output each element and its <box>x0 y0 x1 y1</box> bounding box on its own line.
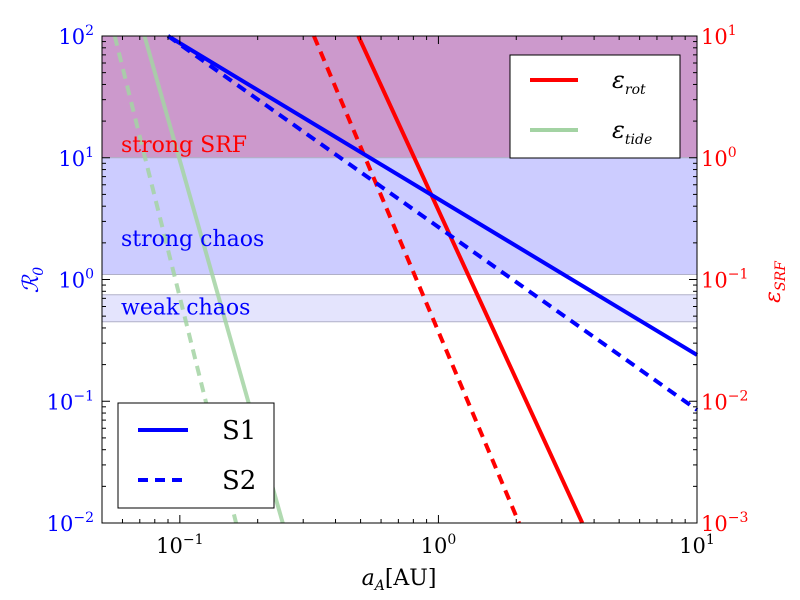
series-line <box>166 34 699 412</box>
region-label: strong chaos <box>121 227 264 252</box>
x-tick-label: 10−1 <box>156 532 203 558</box>
legend-label: S1 <box>222 416 256 446</box>
y-right-axis-title: εSRF <box>761 260 789 303</box>
series-line <box>166 34 699 357</box>
x-tick-label: 100 <box>421 532 457 558</box>
y-left-tick-label: 102 <box>58 23 94 49</box>
y-left-tick-label: 101 <box>58 145 94 171</box>
y-right-tick-label: 10−3 <box>701 510 748 536</box>
legend-label: εrot <box>612 66 646 98</box>
region-label: weak chaos <box>121 296 250 321</box>
y-right-tick-label: 10−1 <box>701 267 748 293</box>
series-line <box>312 35 521 524</box>
x-tick-label: 101 <box>679 532 715 558</box>
y-left-tick-label: 100 <box>58 267 94 293</box>
region-label: strong SRF <box>121 133 247 158</box>
y-left-tick-label: 10−1 <box>47 388 94 414</box>
labels-layer: 10−1 100 101 10−2 10−1 100 101 102 10−3 10−2 10−1 1… <box>19 23 789 594</box>
y-right-tick-label: 10−2 <box>701 388 748 414</box>
legend-layer: εrot εtide S1 S2 <box>117 54 681 509</box>
series-line <box>356 35 585 524</box>
y-left-axis-title: ℛ0 <box>19 267 47 294</box>
y-right-tick-label: 100 <box>701 145 737 171</box>
y-right-tick-label: 101 <box>701 23 737 49</box>
ticks-layer <box>101 35 698 524</box>
y-left-tick-label: 10−2 <box>47 510 94 536</box>
legend-box-epsilon <box>509 54 681 159</box>
legend-box-systems <box>117 402 275 509</box>
series-layer <box>112 34 699 524</box>
legend-label: S2 <box>222 466 256 496</box>
legend-label: εtide <box>612 116 652 148</box>
x-axis-title: aA[AU] <box>362 566 437 594</box>
region-band <box>102 294 697 322</box>
